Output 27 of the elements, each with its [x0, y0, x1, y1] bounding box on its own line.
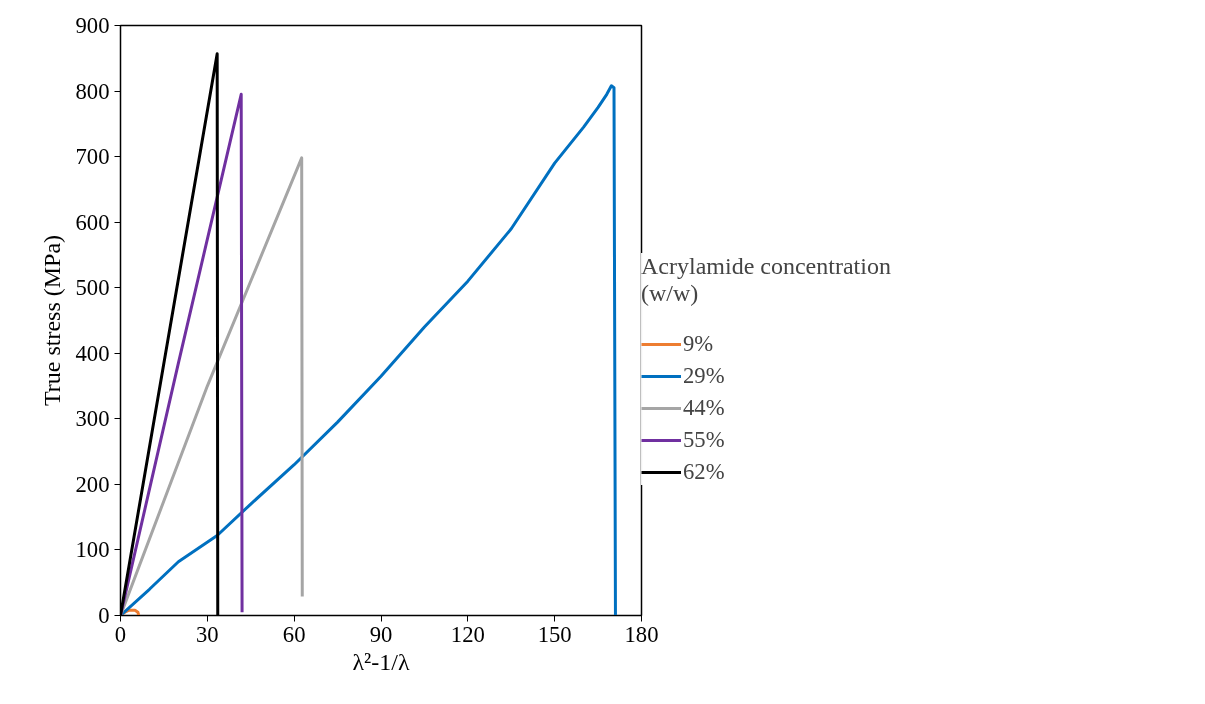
y-tick-label: 900	[75, 13, 110, 38]
y-tick-label: 300	[75, 406, 110, 432]
y-axis-title: True stress (MPa)	[38, 234, 65, 407]
x-tick-label: 120	[450, 621, 485, 647]
line-series	[120, 156, 304, 616]
y-tick-label: 700	[75, 144, 110, 170]
x-tick-label: 30	[196, 621, 219, 647]
legend-label: 62%	[683, 459, 725, 485]
legend-label: 9%	[683, 331, 714, 357]
legend-title: Acrylamide concentration (w/w)	[641, 253, 891, 307]
y-tick-label: 200	[75, 471, 110, 497]
x-tick-label: 0	[114, 621, 127, 647]
x-tick-label: 60	[282, 621, 306, 647]
x-tick-label: 180	[624, 621, 659, 647]
y-tick-label: 800	[75, 78, 110, 104]
y-tick-label: 400	[75, 340, 110, 366]
y-tick-label: 100	[75, 537, 110, 563]
x-tick-label: 90	[369, 621, 393, 647]
legend-label: 55%	[683, 427, 725, 453]
y-tick-label: 500	[75, 275, 110, 301]
x-axis-title: λ²-1/λ	[352, 648, 410, 675]
y-tick-label: 600	[75, 209, 110, 235]
legend-label: 29%	[683, 363, 725, 389]
legend-label: 44%	[683, 395, 725, 421]
x-tick-label: 150	[537, 621, 572, 647]
y-tick-label: 0	[98, 603, 110, 628]
line-series	[120, 84, 617, 616]
